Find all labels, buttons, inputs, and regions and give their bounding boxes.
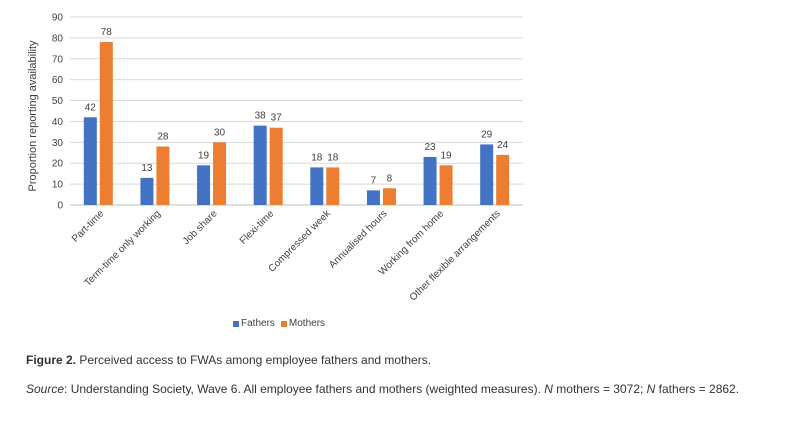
data-label: 19: [198, 150, 210, 161]
data-label: 18: [311, 152, 323, 163]
y-tick-label: 20: [52, 159, 64, 170]
chart-legend: Fathers Mothers: [233, 318, 331, 329]
bar-mothers: [382, 188, 396, 205]
data-label: 28: [157, 132, 169, 143]
bar-mothers: [213, 142, 227, 205]
y-tick-label: 60: [52, 75, 64, 86]
bar-chart: 0 10 20 30 40 50 60 70 80 90 42 78 13 28 19 30 38 37 18 18…: [27, 13, 523, 304]
y-tick-label: 40: [52, 117, 64, 128]
source-note: Source: Understanding Society, Wave 6. A…: [26, 381, 778, 398]
bar-fathers: [140, 177, 154, 205]
y-tick-label: 80: [52, 33, 64, 44]
x-tick-label: Compressed week: [267, 208, 334, 275]
figure-caption-text: Perceived access to FWAs among employee …: [76, 353, 432, 367]
y-tick-label: 30: [52, 138, 64, 149]
bar-mothers: [439, 165, 453, 205]
bar-fathers: [366, 190, 380, 205]
legend-swatch-fathers: [233, 320, 239, 327]
bar-fathers: [197, 165, 211, 205]
bar-mothers: [99, 42, 113, 205]
data-label: 24: [497, 140, 509, 151]
y-axis-label: Proportion reporting availability: [27, 40, 39, 192]
bar-fathers: [83, 117, 97, 205]
x-tick-label: Part-time: [70, 208, 107, 245]
x-tick-label: Job share: [181, 208, 220, 247]
legend-swatch-mothers: [280, 320, 287, 327]
bar-fathers: [310, 167, 324, 205]
data-label: 42: [85, 102, 97, 113]
data-label: 19: [441, 150, 453, 161]
gridlines: [70, 16, 523, 206]
source-text-2: mothers = 3072;: [552, 382, 647, 396]
x-tick-label: Flexi-time: [238, 208, 277, 247]
data-label: 37: [271, 113, 283, 124]
data-label: 78: [101, 27, 113, 38]
y-tick-label: 10: [52, 180, 64, 191]
bar-fathers: [423, 156, 437, 205]
source-label: Source: [26, 382, 65, 396]
source-text-3: fathers = 2862.: [655, 382, 740, 396]
bars: [83, 42, 510, 205]
data-label: 30: [214, 127, 226, 138]
figure-label: Figure 2.: [26, 353, 77, 367]
n-symbol-mothers: N: [544, 382, 553, 396]
bar-mothers: [326, 167, 340, 205]
data-label: 38: [255, 111, 267, 122]
bar-fathers: [480, 144, 494, 205]
legend-label-mothers: Mothers: [288, 318, 326, 329]
data-label: 8: [387, 173, 393, 184]
data-labels: 42 78 13 28 19 30 38 37 18 18 7 8 23 19 29 24: [85, 27, 509, 186]
legend-label-fathers: Fathers: [241, 318, 275, 329]
n-symbol-fathers: N: [646, 382, 656, 396]
x-tick-label: Annualised hours: [327, 208, 389, 270]
legend-item-fathers: Fathers: [233, 318, 275, 329]
data-label: 13: [141, 163, 153, 174]
bar-mothers: [269, 127, 283, 205]
y-tick-label: 0: [57, 201, 63, 212]
legend-item-mothers: Mothers: [280, 318, 326, 329]
y-tick-label: 90: [52, 13, 64, 24]
source-text-1: : Understanding Society, Wave 6. All emp…: [64, 382, 545, 396]
data-label: 23: [425, 142, 437, 153]
figure-caption: Figure 2. Perceived access to FWAs among…: [26, 353, 431, 367]
data-label: 29: [481, 129, 493, 140]
y-axis-ticks: 0 10 20 30 40 50 60 70 80 90: [52, 13, 64, 212]
bar-mothers: [496, 154, 510, 205]
x-tick-label: Other flexible arrangements: [408, 208, 503, 303]
data-label: 7: [371, 175, 377, 186]
data-label: 18: [327, 152, 339, 163]
y-tick-label: 70: [52, 54, 64, 65]
y-tick-label: 50: [52, 96, 64, 107]
bar-mothers: [156, 146, 170, 205]
bar-fathers: [253, 125, 267, 205]
